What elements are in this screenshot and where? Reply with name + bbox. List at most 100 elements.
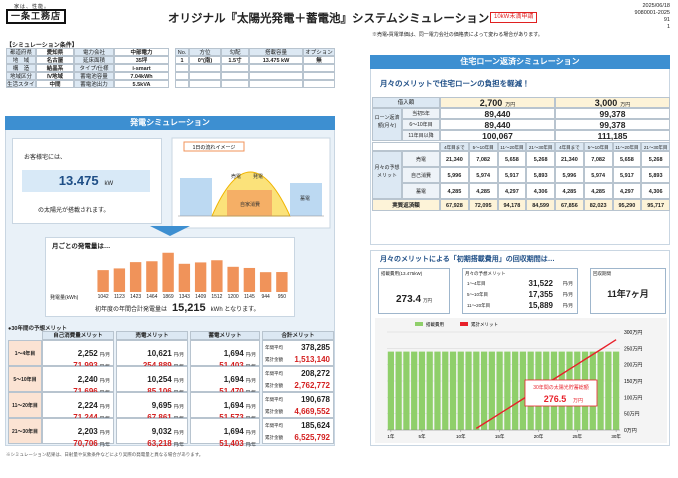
merit-total-label: 年間平均 — [265, 371, 283, 376]
merit-unit: 円/月 — [245, 352, 256, 357]
merit-line: 9,032 円/月 — [117, 421, 187, 439]
total-value: 15,215 — [172, 302, 206, 314]
date: 2025/06/18 — [642, 3, 670, 9]
table-cell: 4年目まで — [440, 142, 469, 151]
merit-total-label: 累計金額 — [265, 357, 283, 362]
merit-value: 67,861 — [147, 413, 171, 422]
total-intro: 初年度の年間合計発電量は — [95, 307, 168, 313]
table-cell — [372, 142, 440, 151]
table-cell: 5,974 — [468, 167, 498, 183]
table-cell: 99,378 — [555, 108, 670, 119]
principal-unit: 万円 — [505, 102, 516, 108]
bar — [597, 351, 604, 430]
table-cell: 4,285 — [440, 183, 469, 199]
bar — [162, 252, 174, 292]
bar — [411, 351, 418, 430]
table-cell: 搭載容量 — [249, 48, 303, 56]
bar — [496, 351, 503, 430]
merit-value: 2,203 — [77, 427, 98, 436]
table-cell: 82,023 — [583, 199, 613, 211]
table-cell: 94,178 — [497, 199, 527, 211]
legend-label: 搭載費用 — [426, 321, 444, 328]
x-tick-label: 20年 — [534, 433, 544, 440]
table-cell — [221, 64, 249, 72]
bar-value-label: 1464 — [146, 294, 158, 300]
table-cell: 5,974 — [583, 167, 613, 183]
merit-line: 1,694 円/月 — [191, 395, 259, 413]
y-tick-label: 50万円 — [624, 412, 640, 418]
bar — [259, 272, 272, 292]
legend-label: 累計メリット — [471, 321, 498, 328]
conditions-title: 【シミュレーション条件】 — [6, 43, 78, 49]
bar — [403, 351, 410, 430]
merit-total-label: 年間平均 — [265, 397, 283, 402]
badge: 10kW未満申請 — [490, 12, 538, 23]
loan-headline: 月々のメリットで住宅ローンの負担を軽減！ — [380, 79, 530, 88]
merit-value: 63,218 — [147, 439, 172, 448]
cost-unit: 万円 — [423, 298, 433, 303]
table-cell: 5,917 — [612, 167, 642, 183]
period-value: 11年7ヶ月 — [607, 289, 649, 299]
bar — [194, 262, 207, 292]
bar-value-label: 1869 — [162, 294, 174, 300]
merit-box-label: 月々の予想メリット — [465, 271, 506, 276]
principal-value: 3,000 — [594, 98, 618, 108]
table-cell: 21,340 — [555, 151, 584, 167]
y-tick-label: 200万円 — [624, 363, 642, 369]
bar — [512, 351, 519, 430]
table-cell: 合計メリット — [262, 331, 334, 340]
table-cell: 5〜10年目 — [583, 142, 613, 151]
merit-line: 10,621 円/月 — [117, 343, 187, 361]
table-cell: 月々の予想メリット — [372, 151, 402, 199]
table-cell: 5,996 — [440, 167, 469, 183]
table-cell: 4,297 — [497, 183, 527, 199]
bar-value-label: 1123 — [113, 294, 125, 300]
y-tick-label: 0万円 — [624, 428, 637, 434]
flow-label: 発電 — [253, 173, 263, 180]
flow-label: 蓄電 — [300, 195, 310, 202]
table-cell: 99,378 — [555, 119, 670, 130]
principal-value: 2,700 — [479, 98, 503, 108]
bar — [519, 351, 527, 430]
merit-total-label: 累計金額 — [265, 435, 283, 440]
table-cell: 売電メリット — [116, 331, 188, 340]
merit-unit: 円/月 — [99, 352, 110, 357]
table-cell — [303, 64, 335, 72]
y-tick-label: 300万円 — [624, 330, 642, 336]
table-cell — [249, 72, 303, 80]
table-cell: 35坪 — [114, 56, 169, 64]
x-tick-label: 5年 — [418, 433, 426, 440]
table-cell: 84,599 — [526, 199, 555, 211]
table-cell: 5〜10年目 — [8, 366, 42, 392]
merit-total-value: 208,272 — [301, 369, 330, 378]
bar — [465, 351, 472, 430]
merit-unit: 円/月 — [173, 404, 184, 409]
table-cell: 無 — [303, 56, 335, 64]
table-cell: 72,095 — [468, 199, 498, 211]
table-cell — [221, 72, 249, 80]
capacity-intro: お客様宅には、 — [24, 155, 67, 161]
table-cell: 蓄電 — [402, 183, 440, 199]
merit-unit: 円/月 — [245, 430, 256, 435]
bar — [504, 351, 511, 430]
table-cell — [175, 80, 189, 88]
merit-unit: 円/月 — [99, 404, 110, 409]
table-cell — [221, 80, 249, 88]
table-cell: 中部電力 — [114, 48, 169, 56]
table-cell: 89,440 — [440, 119, 555, 130]
merit-line: 1,694 円/月 — [191, 421, 259, 439]
table-cell: 11〜20年目 — [612, 142, 642, 151]
bar-value-label: 1145 — [243, 294, 255, 300]
merit-line: 63,218 円/年 — [117, 433, 187, 451]
merit-line: 2,240 円/月 — [43, 369, 113, 387]
table-cell: 21〜30年目 — [641, 142, 670, 151]
cost-value: 273.4 — [395, 294, 422, 305]
cost-box: 搭載費用(13.475kW) 273.4 万円 — [378, 268, 450, 314]
table-cell: 5,658 — [497, 151, 527, 167]
merit-unit: 円/月 — [99, 378, 110, 383]
merit-line: 1,694 円/月 — [191, 343, 259, 361]
table-cell: 5,996 — [555, 167, 584, 183]
